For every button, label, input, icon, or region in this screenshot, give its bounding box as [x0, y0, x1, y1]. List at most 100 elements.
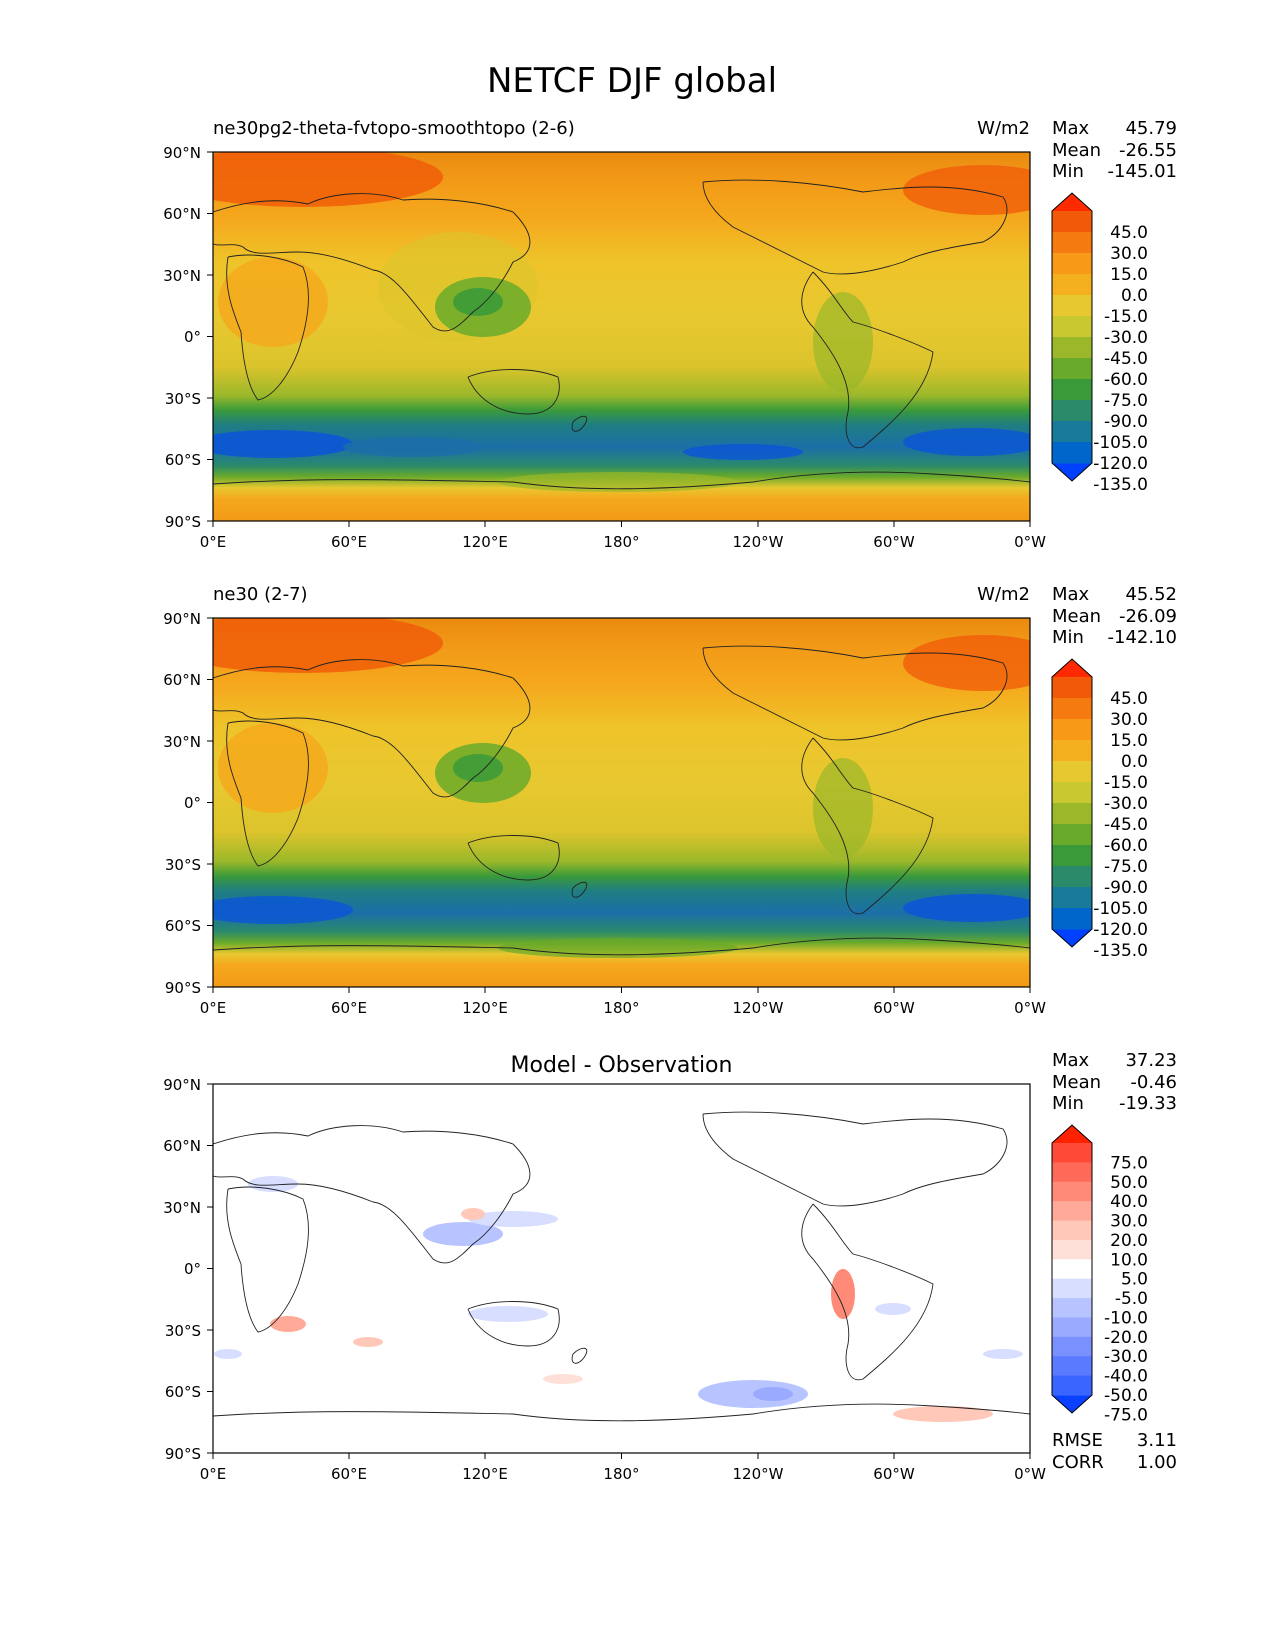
colorbar-tick-label: -120.0 — [1093, 920, 1148, 940]
panel-1-units: W/m2 — [977, 118, 1030, 139]
lon-label: 180° — [603, 999, 639, 1017]
colorbar-tick-label: -105.0 — [1093, 433, 1148, 453]
colorbar-segment — [1052, 295, 1092, 317]
panel-3-lon-ticks: 0°E 60°E 120°E 180° 120°W 60°W 0°W — [200, 1453, 1046, 1483]
colorbar-segment — [1052, 782, 1092, 804]
colorbar-tick-label: 10.0 — [1110, 1250, 1148, 1270]
colorbar-tick-label: 45.0 — [1110, 689, 1148, 709]
colorbar-segment — [1052, 1201, 1092, 1222]
stat-value: -0.46 — [1130, 1072, 1177, 1093]
colorbar-tick-label: 75.0 — [1110, 1153, 1148, 1173]
panel-2-lat-ticks: 90°N 60°N 30°N 0° 30°S 60°S 90°S — [163, 610, 213, 997]
stat-label: Min — [1052, 627, 1084, 648]
colorbar-tick-label: -75.0 — [1104, 1405, 1148, 1425]
lat-label: 60°N — [163, 205, 201, 223]
lat-label: 30°N — [163, 267, 201, 285]
stat-label: Max — [1052, 584, 1090, 605]
colorbar-segment — [1052, 379, 1092, 401]
lon-label: 180° — [603, 533, 639, 551]
colorbar-tick-label: 0.0 — [1121, 286, 1148, 306]
colorbar-tick-label: -90.0 — [1104, 412, 1148, 432]
colorbar-segment — [1052, 845, 1092, 867]
panel-1-stats: Max 45.79 Mean -26.55 Min -145.01 — [1052, 118, 1177, 182]
colorbar-tick-label: 15.0 — [1110, 265, 1148, 285]
colorbar-tick-label: -50.0 — [1104, 1386, 1148, 1406]
lat-label: 60°N — [163, 1137, 201, 1155]
stat-label: Min — [1052, 161, 1084, 182]
lat-label: 90°S — [165, 1445, 201, 1463]
lon-label: 60°E — [331, 533, 367, 551]
stat-label: Mean — [1052, 606, 1101, 627]
colorbar-tick-label: 30.0 — [1110, 244, 1148, 264]
lon-label: 180° — [603, 1465, 639, 1483]
coastlines — [213, 645, 1030, 956]
colorbar-tick-label: -30.0 — [1104, 1347, 1148, 1367]
stat-value: -26.55 — [1119, 140, 1177, 161]
colorbar-segment — [1052, 719, 1092, 741]
lon-label: 0°E — [200, 533, 227, 551]
colorbar-cap-top — [1052, 659, 1092, 677]
colorbar-segment — [1052, 337, 1092, 359]
lat-label: 30°S — [165, 1322, 201, 1340]
stat-value: -19.33 — [1119, 1093, 1177, 1114]
colorbar-tick-label: 30.0 — [1110, 710, 1148, 730]
panel-3-colorbar: 75.050.040.030.020.010.05.0-5.0-10.0-20.… — [1051, 1124, 1148, 1425]
colorbar-tick-label: 40.0 — [1110, 1192, 1148, 1212]
stat-value: -145.01 — [1108, 161, 1177, 182]
panel-2-lon-ticks: 0°E 60°E 120°E 180° 120°W 60°W 0°W — [200, 987, 1046, 1017]
colorbar-tick-label: -135.0 — [1093, 475, 1148, 495]
colorbar-segment — [1052, 1143, 1092, 1163]
colorbar-tick-label: -90.0 — [1104, 878, 1148, 898]
panel-3-stats: Max 37.23 Mean -0.46 Min -19.33 — [1052, 1050, 1177, 1114]
lat-label: 60°N — [163, 671, 201, 689]
colorbar-cap-bottom — [1052, 1395, 1092, 1413]
stat-label: CORR — [1052, 1452, 1104, 1473]
lat-label: 0° — [184, 794, 201, 812]
colorbar-segment — [1052, 803, 1092, 825]
lat-label: 30°N — [163, 733, 201, 751]
lat-label: 90°N — [163, 144, 201, 162]
panel-1-title: ne30pg2-theta-fvtopo-smoothtopo (2-6) — [213, 118, 575, 139]
colorbar-tick-label: 45.0 — [1110, 223, 1148, 243]
colorbar-segment — [1052, 761, 1092, 783]
colorbar-segment — [1052, 442, 1092, 464]
stat-label: Max — [1052, 1050, 1090, 1071]
colorbar-segment — [1052, 253, 1092, 275]
colorbar-tick-label: 0.0 — [1121, 752, 1148, 772]
stat-value: -142.10 — [1108, 627, 1177, 648]
lat-label: 90°S — [165, 979, 201, 997]
lat-label: 30°N — [163, 1199, 201, 1217]
colorbar-segment — [1052, 887, 1092, 909]
lon-label: 0°W — [1014, 999, 1046, 1017]
colorbar-segment — [1052, 1356, 1092, 1377]
colorbar-segment — [1052, 211, 1092, 233]
panel-2-stats: Max 45.52 Mean -26.09 Min -142.10 — [1052, 584, 1177, 648]
lon-label: 0°W — [1014, 1465, 1046, 1483]
colorbar-tick-label: -40.0 — [1104, 1367, 1148, 1387]
colorbar-tick-label: 30.0 — [1110, 1212, 1148, 1232]
colorbar-outline — [1051, 1124, 1093, 1414]
colorbar-segment — [1052, 274, 1092, 296]
colorbar-segment — [1052, 1259, 1092, 1280]
panel-2-map — [213, 618, 1030, 987]
lon-label: 0°W — [1014, 533, 1046, 551]
colorbar-segment — [1052, 421, 1092, 443]
colorbar-segment — [1052, 1220, 1092, 1241]
stat-value: 3.11 — [1137, 1430, 1177, 1451]
lon-label: 120°E — [462, 999, 508, 1017]
colorbar-tick-label: 15.0 — [1110, 731, 1148, 751]
colorbar-segment — [1052, 1317, 1092, 1338]
lon-label: 120°W — [733, 999, 784, 1017]
colorbar-tick-label: -75.0 — [1104, 857, 1148, 877]
stat-value: 1.00 — [1137, 1452, 1177, 1473]
lat-label: 90°N — [163, 1076, 201, 1094]
colorbar-tick-label: 20.0 — [1110, 1231, 1148, 1251]
stat-label: Max — [1052, 118, 1090, 139]
lon-label: 120°W — [733, 533, 784, 551]
lon-label: 60°E — [331, 999, 367, 1017]
lat-label: 30°S — [165, 390, 201, 408]
panel-2-title: ne30 (2-7) — [213, 584, 308, 605]
colorbar-segment — [1052, 1336, 1092, 1357]
panel-3-title: Model - Observation — [511, 1053, 733, 1078]
